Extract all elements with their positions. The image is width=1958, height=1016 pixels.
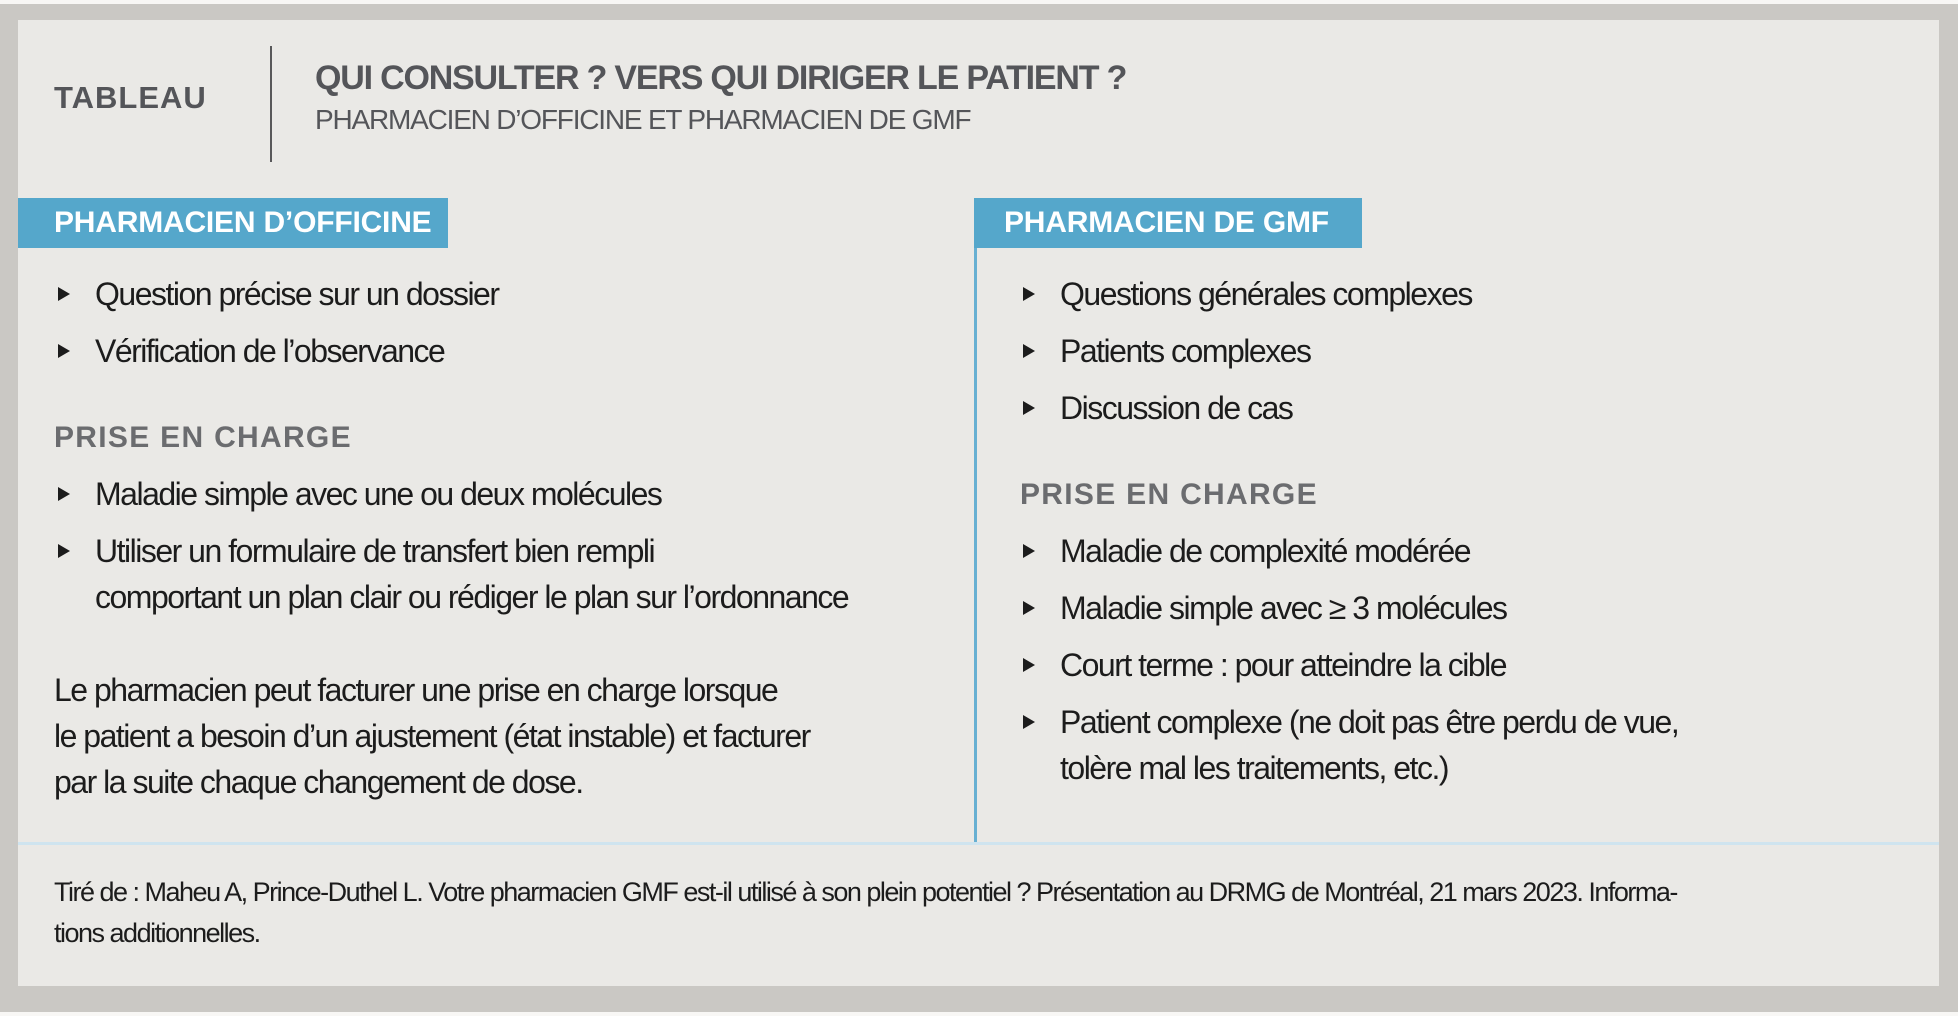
list-item: Question précise sur un dossier (58, 271, 955, 317)
bullet-text: Court terme : pour atteindre la cible (1060, 647, 1508, 683)
bullet-text: Question précise sur un dossier (95, 276, 500, 312)
list-item: Patients complexes (1023, 328, 1939, 374)
list-item: Court terme : pour atteindre la cible (1023, 642, 1939, 688)
left-column: Question précise sur un dossier Vérifica… (18, 248, 955, 805)
bullet-text: Utiliser un formulaire de transfert bien… (95, 533, 850, 615)
billing-note: Le pharmacien peut facturer une prise en… (54, 672, 811, 800)
table-subtitle: PHARMACIEN D’OFFICINE ET PHARMACIEN DE G… (315, 104, 972, 135)
list-item: Vérification de l’observance (58, 328, 955, 374)
list-item: Maladie simple avec ≥ 3 molécules (1023, 585, 1939, 631)
source-footnote: Tiré de : Maheu A, Prince-Duthel L. Votr… (54, 877, 1678, 948)
table-card: TABLEAU QUI CONSULTER ? VERS QUI DIRIGER… (18, 20, 1939, 986)
table-kicker: TABLEAU (54, 80, 207, 115)
bullet-triangle-icon (58, 544, 95, 558)
bullet-text: Maladie simple avec ≥ 3 molécules (1060, 590, 1508, 626)
footnote-rule (18, 842, 1939, 845)
bullet-text: Patient complexe (ne doit pas être perdu… (1060, 704, 1680, 786)
list-item: Utiliser un formulaire de transfert bien… (58, 528, 955, 620)
bullet-triangle-icon (1023, 715, 1060, 729)
list-item: Maladie simple avec une ou deux molécule… (58, 471, 955, 517)
bullet-triangle-icon (1023, 401, 1060, 415)
bullet-triangle-icon (1023, 287, 1060, 301)
section-heading: PRISE EN CHARGE (54, 421, 352, 454)
bottom-hairline (0, 1012, 1958, 1016)
list-item: Questions générales complexes (1023, 271, 1939, 317)
header-title-block: QUI CONSULTER ? VERS QUI DIRIGER LE PATI… (315, 56, 1127, 140)
table-title: QUI CONSULTER ? VERS QUI DIRIGER LE PATI… (315, 59, 1127, 97)
bullet-text: Maladie de complexité modérée (1060, 533, 1472, 569)
right-column-header: PHARMACIEN DE GMF (974, 198, 1362, 248)
right-column-left-border (974, 198, 977, 842)
bullet-triangle-icon (58, 487, 95, 501)
bullet-triangle-icon (1023, 658, 1060, 672)
bullet-triangle-icon (1023, 544, 1060, 558)
bullet-triangle-icon (58, 344, 95, 358)
list-item: Discussion de cas (1023, 385, 1939, 431)
section-heading: PRISE EN CHARGE (1020, 478, 1318, 511)
bullet-text: Maladie simple avec une ou deux molécule… (95, 476, 663, 512)
bullet-triangle-icon (1023, 344, 1060, 358)
list-item: Patient complexe (ne doit pas être perdu… (1023, 699, 1939, 791)
right-column: Questions générales complexes Patients c… (974, 248, 1939, 791)
left-column-header: PHARMACIEN D’OFFICINE (18, 198, 448, 248)
bullet-triangle-icon (1023, 601, 1060, 615)
list-item: Maladie de complexité modérée (1023, 528, 1939, 574)
bullet-text: Patients complexes (1060, 333, 1312, 369)
bullet-text: Discussion de cas (1060, 390, 1294, 426)
bullet-text: Vérification de l’observance (95, 333, 446, 369)
bullet-text: Questions générales complexes (1060, 276, 1473, 312)
header-divider (270, 46, 272, 162)
top-hairline (0, 0, 1958, 4)
bullet-triangle-icon (58, 287, 95, 301)
